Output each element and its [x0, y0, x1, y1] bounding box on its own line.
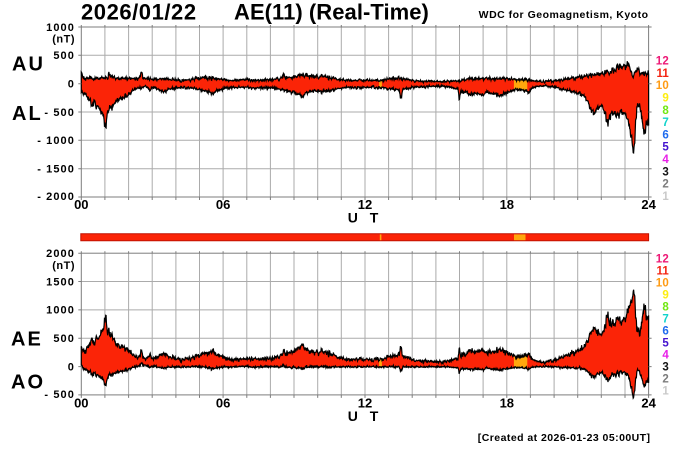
svg-text:00: 00 [74, 395, 88, 410]
svg-text:9: 9 [662, 93, 669, 105]
svg-text:12: 12 [656, 56, 669, 68]
svg-text:12: 12 [358, 395, 372, 410]
svg-text:6: 6 [662, 326, 669, 338]
svg-text:- 500: - 500 [44, 389, 75, 401]
svg-text:11: 11 [656, 68, 669, 80]
svg-text:3: 3 [662, 166, 669, 178]
svg-text:2000: 2000 [46, 248, 75, 260]
svg-text:3: 3 [662, 362, 669, 374]
svg-text:1000: 1000 [46, 305, 75, 317]
svg-text:[Created at 2026-01-23 05:00UT: [Created at 2026-01-23 05:00UT] [478, 432, 651, 444]
svg-text:2: 2 [662, 374, 669, 386]
svg-text:1000: 1000 [46, 22, 75, 34]
svg-text:AU: AU [12, 54, 45, 76]
svg-text:18: 18 [500, 395, 514, 410]
svg-text:- 500: - 500 [44, 107, 75, 119]
svg-text:06: 06 [216, 395, 230, 410]
svg-text:24: 24 [641, 197, 656, 212]
svg-text:8: 8 [662, 302, 669, 314]
svg-text:0: 0 [68, 361, 75, 373]
svg-text:7: 7 [662, 314, 669, 326]
svg-text:5: 5 [662, 142, 669, 154]
svg-text:1: 1 [662, 386, 669, 398]
svg-text:AE(11) (Real-Time): AE(11) (Real-Time) [234, 0, 429, 24]
svg-text:- 1000: - 1000 [37, 135, 75, 147]
svg-text:2026/01/22: 2026/01/22 [81, 0, 197, 24]
svg-text:10: 10 [656, 80, 669, 92]
svg-text:- 1500: - 1500 [37, 164, 75, 176]
svg-text:6: 6 [662, 129, 669, 141]
svg-text:12: 12 [656, 254, 669, 266]
svg-text:12: 12 [358, 197, 372, 212]
svg-text:00: 00 [74, 197, 88, 212]
svg-text:9: 9 [662, 290, 669, 302]
svg-text:4: 4 [662, 350, 669, 362]
svg-text:1: 1 [662, 191, 669, 203]
svg-text:10: 10 [656, 278, 669, 290]
svg-text:06: 06 [216, 197, 230, 212]
svg-text:- 2000: - 2000 [37, 191, 75, 203]
svg-text:(nT): (nT) [52, 260, 75, 272]
svg-text:AE: AE [11, 329, 43, 351]
svg-text:500: 500 [53, 333, 75, 345]
svg-text:(nT): (nT) [52, 34, 75, 46]
svg-text:4: 4 [662, 154, 669, 166]
svg-text:WDC for Geomagnetism, Kyoto: WDC for Geomagnetism, Kyoto [479, 9, 649, 21]
svg-text:7: 7 [662, 117, 669, 129]
svg-text:8: 8 [662, 105, 669, 117]
svg-text:U T: U T [348, 210, 383, 226]
svg-text:5: 5 [662, 338, 669, 350]
svg-text:0: 0 [68, 79, 75, 91]
svg-text:11: 11 [656, 266, 669, 278]
svg-text:2: 2 [662, 179, 669, 191]
svg-text:18: 18 [500, 197, 514, 212]
svg-text:500: 500 [53, 50, 75, 62]
svg-text:1500: 1500 [46, 276, 75, 288]
svg-text:AL: AL [12, 103, 43, 125]
svg-text:AO: AO [11, 372, 45, 394]
svg-text:24: 24 [641, 395, 656, 410]
svg-text:U T: U T [348, 408, 383, 424]
